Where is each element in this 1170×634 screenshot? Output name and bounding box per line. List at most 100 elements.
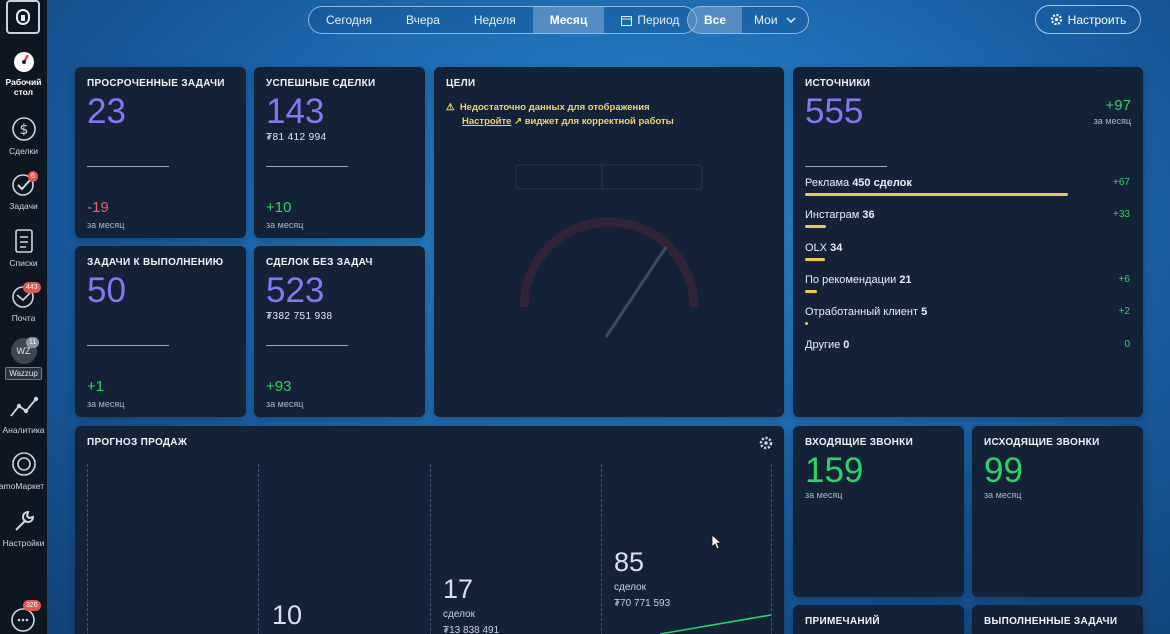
warning-icon: ⚠ <box>446 102 455 113</box>
source-count: 0 <box>843 338 850 351</box>
period-today[interactable]: Сегодня <box>326 13 372 27</box>
calendar-icon <box>621 15 633 26</box>
widget-goals[interactable]: ЦЕЛИ ⚠ Недостаточно данных для отображен… <box>434 67 784 417</box>
sidebar-item-label: стол <box>13 87 34 97</box>
sidebar-item-chat[interactable]: 326 <box>0 600 47 634</box>
scope-mine-label: Мои <box>754 13 778 27</box>
widget-value: 23 <box>87 92 126 131</box>
widget-value: 50 <box>87 271 126 310</box>
source-bar <box>805 322 808 326</box>
source-delta: +6 <box>1118 273 1130 285</box>
widget-delta: +93 <box>266 378 292 395</box>
sidebar-item-tasks[interactable]: Задачи 6 <box>0 171 47 211</box>
widget-sales-forecast[interactable]: ПРОГНОЗ ПРОДАЖ 10 17 сделок ₮13 838 491 … <box>75 426 784 634</box>
widget-completed-tasks[interactable]: ВЫПОЛНЕННЫЕ ЗАДАЧИ <box>972 605 1143 634</box>
scope-mine[interactable]: Мои <box>742 7 808 33</box>
source-label: Инстаграм 36 <box>805 209 1130 221</box>
source-label: Отработанный клиент 5 <box>805 306 1130 318</box>
widget-value: 99 <box>984 451 1023 490</box>
widget-notes[interactable]: ПРИМЕЧАНИЙ <box>793 605 964 634</box>
configure-link[interactable]: Настройте <box>462 116 512 127</box>
source-count: 34 <box>830 241 843 254</box>
grid-line <box>87 464 88 634</box>
sidebar-item-label: Почта <box>11 313 36 323</box>
source-count: 36 <box>862 209 875 222</box>
grid-line <box>430 464 431 634</box>
sidebar-item-lists[interactable]: Списки <box>0 227 47 268</box>
sidebar-item-label: Аналитика <box>2 425 45 435</box>
widget-overdue-tasks[interactable]: ПРОСРОЧЕННЫЕ ЗАДАЧИ 23 -19 за месяц <box>75 67 246 238</box>
sidebar-item-analytics[interactable]: Аналитика <box>0 394 47 435</box>
widget-value: 523 <box>266 271 325 310</box>
check-circle-icon <box>11 174 34 196</box>
source-label: По рекомендации 21 <box>805 274 1130 286</box>
source-count: 5 <box>921 306 928 319</box>
widget-delta: -19 <box>87 199 109 216</box>
gear-icon <box>1050 13 1062 26</box>
widget-tasks-todo[interactable]: ЗАДАЧИ К ВЫПОЛНЕНИЮ 50 +1 за месяц <box>75 246 246 417</box>
logo-icon <box>16 9 30 25</box>
source-delta: +2 <box>1118 306 1130 318</box>
grid-line <box>258 464 259 634</box>
sidebar-item-label: Списки <box>9 258 38 268</box>
widget-title: ИСХОДЯЩИЕ ЗВОНКИ <box>984 437 1100 448</box>
widget-title: ПРОГНОЗ ПРОДАЖ <box>87 437 188 448</box>
configure-button[interactable]: Настроить <box>1035 5 1141 34</box>
chevron-down-icon <box>786 17 796 23</box>
chat-icon <box>10 608 35 632</box>
sidebar-item-wazzup[interactable]: WZ Wazzup 11 <box>0 337 47 380</box>
widget-value: 555 <box>805 92 864 131</box>
sidebar-item-settings[interactable]: Настройки <box>0 507 47 548</box>
forecast-label: сделок <box>443 609 475 620</box>
grid-line <box>601 464 602 634</box>
dollar-icon: $ <box>11 117 36 141</box>
scope-all[interactable]: Все <box>688 7 743 33</box>
forecast-amount: ₮13 838 491 <box>443 625 500 634</box>
period-yesterday[interactable]: Вчера <box>406 13 440 27</box>
widget-title: ПРИМЕЧАНИЙ <box>805 616 880 627</box>
period-week[interactable]: Неделя <box>473 13 516 27</box>
source-label: Другие 0 <box>805 339 1130 351</box>
divider <box>805 166 887 167</box>
sidebar-item-label: Задачи <box>9 201 38 211</box>
source-bar-track <box>805 322 1130 326</box>
sidebar-item-mail[interactable]: Почта 443 <box>0 282 47 323</box>
sidebar-item-deals[interactable]: $ Сделки <box>0 115 47 156</box>
widget-delta-label: за месяц <box>87 220 125 230</box>
divider <box>87 345 169 346</box>
sidebar-item-label: Wazzup <box>5 367 42 380</box>
widget-sources[interactable]: ИСТОЧНИКИ 555 +97 за месяц Реклама 450 с… <box>793 67 1143 417</box>
app-logo[interactable] <box>6 0 40 34</box>
widget-value-label: за месяц <box>805 490 843 500</box>
forecast-value: 85 <box>614 547 645 577</box>
source-bar-track <box>805 355 1130 358</box>
svg-text:$: $ <box>19 122 28 138</box>
widget-amount: ₮382 751 938 <box>266 311 333 322</box>
source-bar-track <box>805 257 1130 261</box>
period-custom[interactable]: Период <box>604 7 696 33</box>
sidebar: Рабочий стол $ Сделки Задачи 6 Списки По… <box>0 0 47 634</box>
widget-title: УСПЕШНЫЕ СДЕЛКИ <box>266 78 376 89</box>
gear-icon[interactable] <box>758 435 774 451</box>
period-month[interactable]: Месяц <box>532 7 605 33</box>
period-custom-label: Период <box>637 13 680 27</box>
source-delta: 0 <box>1124 338 1130 350</box>
widget-incoming-calls[interactable]: ВХОДЯЩИЕ ЗВОНКИ 159 за месяц <box>793 426 964 597</box>
market-icon <box>11 452 36 476</box>
source-row: OLX 34 <box>805 241 1130 261</box>
sidebar-item-dashboard[interactable]: Рабочий стол <box>0 50 47 97</box>
widget-outgoing-calls[interactable]: ИСХОДЯЩИЕ ЗВОНКИ 99 за месяц <box>972 426 1143 597</box>
goals-gauge-placeholder <box>515 164 703 338</box>
source-bar-track <box>805 289 1130 293</box>
source-bar-track <box>805 225 1130 229</box>
sidebar-item-market[interactable]: amoМаркет <box>0 450 47 491</box>
widget-won-deals[interactable]: УСПЕШНЫЕ СДЕЛКИ 143 ₮81 412 994 +10 за м… <box>254 67 425 238</box>
widget-delta: +97 <box>1105 97 1131 114</box>
sidebar-item-label: amoМаркет <box>0 481 45 491</box>
notification-badge: 443 <box>23 282 41 293</box>
source-name: По рекомендации <box>805 273 897 286</box>
sidebar-item-label: Настройки <box>2 538 45 548</box>
widget-deals-without-tasks[interactable]: СДЕЛОК БЕЗ ЗАДАЧ 523 ₮382 751 938 +93 за… <box>254 246 425 417</box>
source-bar <box>805 257 825 261</box>
source-row: По рекомендации 21 +6 <box>805 273 1130 293</box>
